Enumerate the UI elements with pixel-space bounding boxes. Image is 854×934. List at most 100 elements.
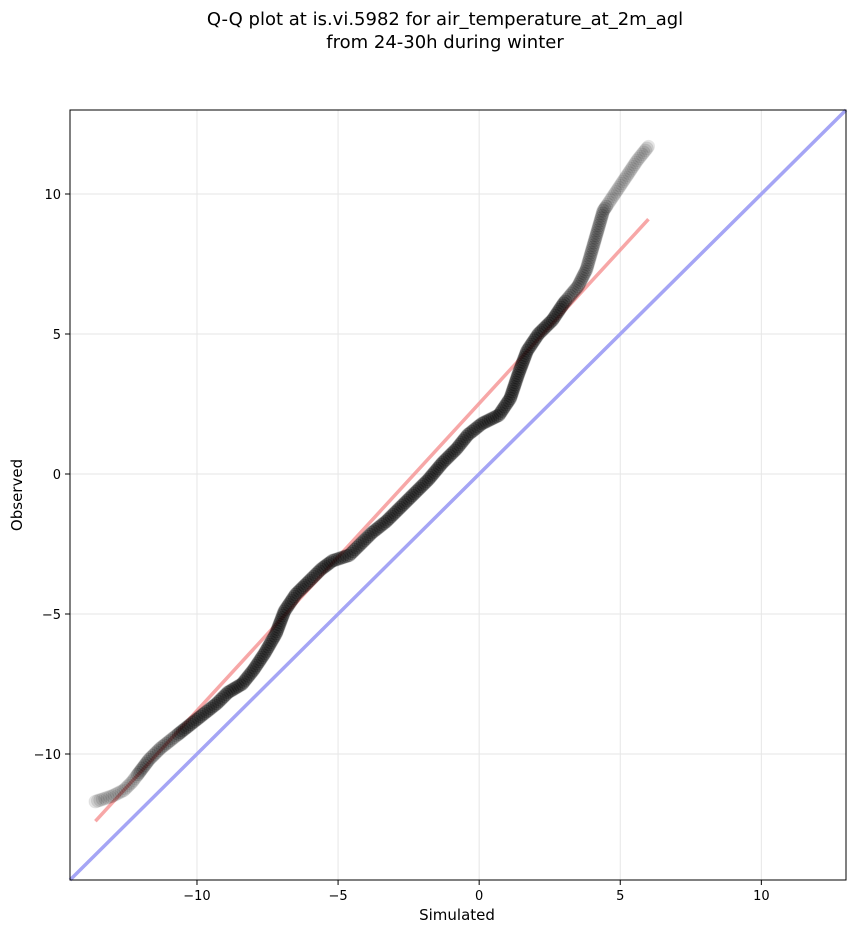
data-point — [493, 406, 508, 421]
data-point — [209, 696, 224, 711]
data-point — [582, 250, 597, 265]
data-point — [641, 139, 655, 153]
data-point — [185, 715, 200, 730]
data-point — [580, 257, 595, 272]
data-point — [267, 628, 282, 643]
data-point — [114, 784, 129, 799]
y-axis-title: Observed — [8, 459, 26, 531]
data-point — [396, 497, 411, 512]
data-point — [95, 792, 110, 807]
data-point — [277, 604, 292, 619]
data-point — [288, 587, 303, 602]
data-point — [217, 689, 232, 704]
data-point — [306, 569, 321, 584]
data-point — [456, 433, 471, 448]
data-point — [470, 419, 485, 434]
data-point — [519, 346, 534, 361]
data-point — [247, 660, 262, 675]
data-point — [102, 789, 117, 804]
data-point — [589, 225, 604, 240]
data-point — [243, 667, 258, 681]
data-point — [592, 218, 607, 233]
data-point — [167, 730, 182, 745]
data-point — [584, 245, 599, 260]
data-point — [592, 216, 607, 231]
data-point — [504, 386, 519, 401]
data-point — [398, 495, 413, 510]
data-point — [372, 519, 387, 534]
data-point — [132, 765, 147, 780]
data-point — [302, 573, 317, 588]
data-point — [540, 318, 555, 333]
data-point — [295, 580, 310, 595]
data-point — [249, 658, 264, 673]
plot-frame — [69, 109, 847, 881]
data-point — [588, 230, 603, 245]
y-tick-label: 0 — [53, 468, 61, 483]
data-point — [581, 255, 596, 270]
data-point — [521, 341, 536, 356]
data-point — [507, 377, 522, 392]
data-point — [179, 720, 194, 735]
data-point — [611, 180, 626, 195]
data-point — [244, 665, 259, 679]
data-point — [342, 548, 357, 563]
data-point — [221, 685, 236, 700]
data-point — [130, 767, 145, 782]
data-point — [121, 778, 136, 793]
data-point — [349, 540, 364, 555]
data-point — [623, 163, 638, 178]
data-point — [446, 445, 461, 460]
data-point — [250, 656, 265, 671]
data-point — [506, 382, 521, 397]
data-point — [223, 684, 238, 699]
data-point — [569, 281, 584, 296]
data-point — [386, 507, 401, 522]
data-point — [262, 637, 277, 652]
data-point — [181, 719, 196, 733]
data-point — [335, 550, 350, 565]
data-point — [155, 739, 170, 754]
data-point — [503, 389, 518, 404]
data-point — [533, 325, 548, 340]
data-point — [304, 571, 319, 586]
data-point — [633, 149, 648, 164]
x-axis-ticks: −10 −5 0 5 10 — [183, 880, 770, 904]
data-point — [507, 379, 522, 394]
data-point — [142, 752, 157, 767]
data-point — [403, 490, 418, 505]
data-point — [321, 556, 336, 571]
data-point — [169, 728, 184, 743]
data-point — [258, 644, 273, 659]
data-point — [308, 567, 323, 582]
data-point — [207, 698, 222, 713]
data-point — [543, 314, 558, 329]
data-point — [319, 558, 334, 572]
data-point — [579, 262, 594, 277]
data-point — [292, 583, 307, 598]
data-point — [239, 671, 254, 685]
data-point — [516, 352, 531, 367]
data-point — [233, 678, 248, 693]
data-point — [561, 290, 576, 305]
data-point — [348, 542, 363, 557]
data-point — [518, 348, 533, 363]
data-point — [631, 151, 646, 166]
data-point — [219, 687, 234, 702]
data-point — [479, 414, 494, 429]
data-point — [268, 626, 283, 641]
data-point — [280, 600, 295, 614]
data-point — [545, 313, 560, 327]
x-tick-label: −5 — [328, 889, 347, 904]
data-point — [597, 201, 612, 216]
data-point — [266, 630, 281, 645]
data-point — [384, 509, 399, 524]
data-point — [601, 195, 616, 210]
data-point — [100, 790, 115, 805]
data-point — [199, 704, 214, 719]
data-point — [252, 654, 267, 669]
data-point — [203, 701, 218, 716]
data-point — [213, 692, 228, 707]
data-point — [133, 763, 148, 778]
data-point — [421, 472, 436, 487]
